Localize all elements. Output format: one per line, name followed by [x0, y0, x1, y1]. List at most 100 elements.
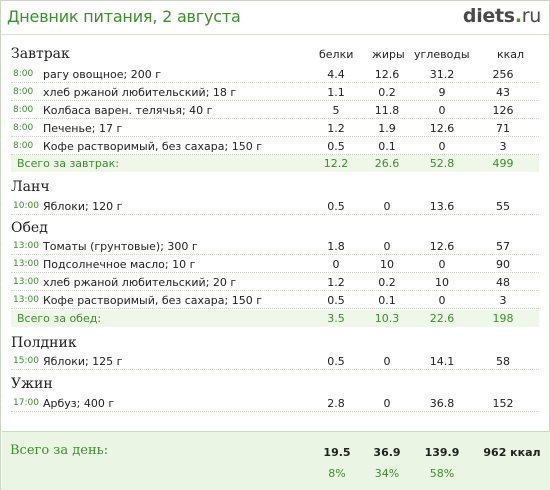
- table-row: 8:00 Печенье; 17 г 1.2 1.9 12.6 71: [11, 120, 539, 137]
- table-row: 13:00 Томаты (грунтовые); 300 г 1.8 0 12…: [11, 238, 539, 255]
- table-row: 8:00 Кофе растворимый, без сахара; 150 г…: [11, 138, 539, 155]
- food-name: Яблоки; 125 г: [43, 355, 123, 368]
- kcal-value: 90: [496, 258, 510, 271]
- meal-time: 13:00: [13, 295, 39, 305]
- carbs-value: 0: [438, 294, 446, 307]
- fat-value: 0: [383, 200, 391, 213]
- kcal-value: 48: [496, 276, 510, 289]
- food-name: Кофе растворимый, без сахара; 150 г: [43, 294, 262, 307]
- day-total-carbs: 139.9: [424, 446, 460, 459]
- food-name: Колбаса варен. телячья; 40 г: [43, 104, 213, 117]
- fat-value: 0: [383, 240, 391, 253]
- meal-time: 13:00: [13, 277, 39, 287]
- protein-value: 1.1: [327, 86, 345, 99]
- fat-value: 0.1: [378, 294, 396, 307]
- table-row: 8:00 хлеб ржаной любительский; 18 г 1.1 …: [11, 84, 539, 101]
- meal-time: 8:00: [13, 69, 34, 79]
- fat-value: 0.2: [378, 276, 396, 289]
- table-row: 8:00 Колбаса варен. телячья; 40 г 5 11.8…: [11, 102, 539, 119]
- header: Дневник питания, 2 августа diets.ru: [1, 1, 549, 35]
- fat-value: 1.9: [378, 122, 396, 135]
- meal-time: 10:00: [13, 201, 39, 211]
- carbs-value: 52.8: [429, 157, 455, 170]
- protein-value: 1.2: [327, 122, 345, 135]
- table-row: 13:00 хлеб ржаной любительский; 20 г 1.2…: [11, 274, 539, 291]
- meal-title-supper: Ужин: [11, 376, 53, 392]
- kcal-value: 43: [496, 86, 510, 99]
- meal-time: 13:00: [13, 241, 39, 251]
- food-name: хлеб ржаной любительский; 18 г: [43, 86, 237, 99]
- carbs-value: 31.2: [429, 68, 455, 81]
- table-row: 8:00 рагу овощное; 200 г 4.4 12.6 31.2 2…: [11, 66, 539, 83]
- protein-value: 0: [332, 258, 340, 271]
- kcal-value: 58: [496, 355, 510, 368]
- meal-title-dinner: Обед: [11, 220, 48, 236]
- logo-dot: .: [514, 5, 522, 27]
- meal-title-lunch: Ланч: [11, 179, 50, 195]
- protein-value: 0.5: [327, 294, 345, 307]
- carbs-value: 0: [438, 104, 446, 117]
- protein-value: 0.5: [327, 140, 345, 153]
- meal-time: 13:00: [13, 259, 39, 269]
- fat-value: 0.1: [378, 140, 396, 153]
- kcal-value: 152: [492, 397, 514, 410]
- meal-time: 8:00: [13, 87, 34, 97]
- kcal-value: 3: [499, 294, 507, 307]
- protein-value: 1.2: [327, 276, 345, 289]
- col-carbs: углеводы: [414, 48, 470, 61]
- breakfast-subtotal-row: Всего за завтрак: 12.2 26.6 52.8 499: [11, 155, 539, 172]
- carbs-value: 0: [438, 140, 446, 153]
- food-name: Кофе растворимый, без сахара; 150 г: [43, 140, 262, 153]
- fat-value: 0.2: [378, 86, 396, 99]
- fat-value: 11.8: [374, 104, 400, 117]
- fat-value: 12.6: [374, 68, 400, 81]
- site-logo[interactable]: diets.ru: [463, 5, 541, 27]
- carbs-value: 22.6: [429, 312, 455, 325]
- kcal-value: 71: [496, 122, 510, 135]
- protein-value: 12.2: [323, 157, 349, 170]
- carbs-value: 12.6: [429, 122, 455, 135]
- col-kcal: ккал: [497, 48, 525, 61]
- food-name: рагу овощное; 200 г: [43, 68, 161, 81]
- meal-title-breakfast: Завтрак: [11, 46, 70, 62]
- table-row: 17:00 Арбуз; 400 г 2.8 0 36.8 152: [11, 395, 539, 412]
- table-row: 13:00 Подсолнечное масло; 10 г 0 10 0 90: [11, 256, 539, 273]
- fat-value: 0: [383, 355, 391, 368]
- meal-time: 8:00: [13, 141, 34, 151]
- meal-time: 17:00: [13, 398, 39, 408]
- fat-value: 10: [380, 258, 394, 271]
- protein-value: 0.5: [327, 355, 345, 368]
- meal-title-snack: Полдник: [11, 335, 77, 351]
- kcal-value: 126: [492, 104, 514, 117]
- day-protein-percent: 8%: [328, 467, 346, 480]
- day-total-fat: 36.9: [373, 446, 401, 459]
- carbs-value: 10: [435, 276, 449, 289]
- table-row: 10:00 Яблоки; 120 г 0.5 0 13.6 55: [11, 198, 539, 215]
- carbs-value: 13.6: [429, 200, 455, 213]
- day-total-kcal: 962 ккал: [483, 446, 541, 459]
- day-total-protein: 19.5: [323, 446, 351, 459]
- col-fat: жиры: [372, 48, 405, 61]
- protein-value: 5: [332, 104, 340, 117]
- food-name: Печенье; 17 г: [43, 122, 123, 135]
- table-row: 13:00 Кофе растворимый, без сахара; 150 …: [11, 292, 539, 309]
- day-fat-percent: 34%: [374, 467, 400, 480]
- kcal-value: 3: [499, 140, 507, 153]
- protein-value: 3.5: [327, 312, 345, 325]
- table-row: 15:00 Яблоки; 125 г 0.5 0 14.1 58: [11, 353, 539, 370]
- food-name: хлеб ржаной любительский; 20 г: [43, 276, 237, 289]
- protein-value: 1.8: [327, 240, 345, 253]
- carbs-value: 14.1: [429, 355, 455, 368]
- dinner-subtotal-row: Всего за обед: 3.5 10.3 22.6 198: [11, 310, 539, 327]
- food-name: Томаты (грунтовые); 300 г: [43, 240, 198, 253]
- page-title: Дневник питания, 2 августа: [7, 7, 241, 26]
- logo-main: diets: [462, 5, 515, 27]
- food-name: Яблоки; 120 г: [43, 200, 123, 213]
- meal-time: 8:00: [13, 123, 34, 133]
- day-carbs-percent: 58%: [429, 467, 455, 480]
- carbs-value: 12.6: [429, 240, 455, 253]
- protein-value: 0.5: [327, 200, 345, 213]
- fat-value: 0: [383, 397, 391, 410]
- kcal-value: 256: [492, 68, 514, 81]
- kcal-value: 55: [496, 200, 510, 213]
